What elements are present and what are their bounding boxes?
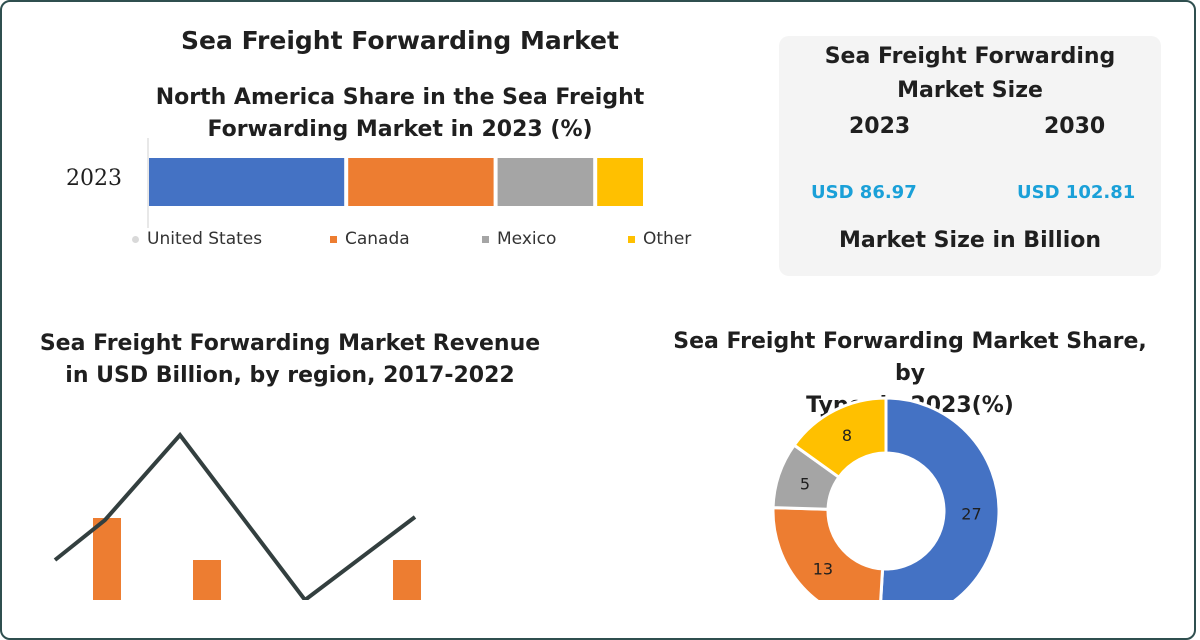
legend-item-canada: Canada xyxy=(330,229,482,249)
type-share-title-line1: Sea Freight Forwarding Market Share, by xyxy=(673,329,1147,386)
legend-item-other: Other xyxy=(628,229,691,249)
donut-label-27: 27 xyxy=(961,505,981,524)
legend-swatch-other xyxy=(628,235,635,243)
legend-label-other: Other xyxy=(643,229,692,249)
charts-canvas: 27 13 5 8 xyxy=(53,138,1001,600)
na-share-legend: United States Canada Mexico Other xyxy=(132,229,732,249)
donut-label-13: 13 xyxy=(813,560,833,579)
legend-item-mexico: Mexico xyxy=(482,229,628,249)
revenue-chart-title: Sea Freight Forwarding Market Revenue in… xyxy=(30,328,550,392)
legend-swatch-canada xyxy=(330,235,337,243)
legend-label-united-states: United States xyxy=(147,229,263,249)
legend-swatch-mexico xyxy=(482,235,489,243)
na-share-category-label: 2023 xyxy=(66,166,122,191)
revenue-bar-1 xyxy=(93,518,121,600)
na-share-bar-other xyxy=(597,158,643,206)
market-size-year-2030: 2030 xyxy=(1044,114,1106,139)
revenue-bar-2 xyxy=(193,560,221,600)
na-share-title: North America Share in the Sea Freight F… xyxy=(130,82,670,146)
market-size-unit-label: Market Size in Billion xyxy=(838,228,1102,253)
legend-swatch-united-states xyxy=(132,235,139,243)
donut-slice-27 xyxy=(879,396,1001,600)
market-size-title: Sea Freight Forwarding Market Size xyxy=(779,40,1161,108)
revenue-trend-line xyxy=(53,431,417,600)
legend-label-mexico: Mexico xyxy=(497,229,557,249)
donut-slice-13 xyxy=(771,506,885,600)
na-share-bar-mexico xyxy=(497,158,594,206)
donut-label-8: 8 xyxy=(842,426,852,445)
na-share-title-line2: Forwarding Market in 2023 (%) xyxy=(207,117,593,142)
market-size-title-line1: Sea Freight Forwarding xyxy=(824,44,1116,69)
market-size-card: Sea Freight Forwarding Market Size 2023 … xyxy=(779,36,1161,276)
donut-slice-8 xyxy=(792,396,888,480)
na-share-title-line1: North America Share in the Sea Freight xyxy=(155,85,645,110)
na-share-bar-canada xyxy=(348,158,494,206)
page-title: Sea Freight Forwarding Market xyxy=(181,26,619,55)
market-size-year-2023: 2023 xyxy=(849,114,911,139)
legend-label-canada: Canada xyxy=(345,229,410,249)
revenue-chart-title-line1: Sea Freight Forwarding Market Revenue xyxy=(39,331,541,356)
market-size-title-line2: Market Size xyxy=(897,78,1043,103)
legend-item-united-states: United States xyxy=(132,229,330,249)
donut-label-5: 5 xyxy=(800,475,810,494)
market-size-value-2023: USD 86.97 xyxy=(811,182,917,203)
revenue-bar-3 xyxy=(393,560,421,600)
na-share-bar-united-states xyxy=(149,158,345,206)
revenue-chart-title-line2: in USD Billion, by region, 2017-2022 xyxy=(65,363,515,388)
market-size-value-2030: USD 102.81 xyxy=(1017,182,1136,203)
